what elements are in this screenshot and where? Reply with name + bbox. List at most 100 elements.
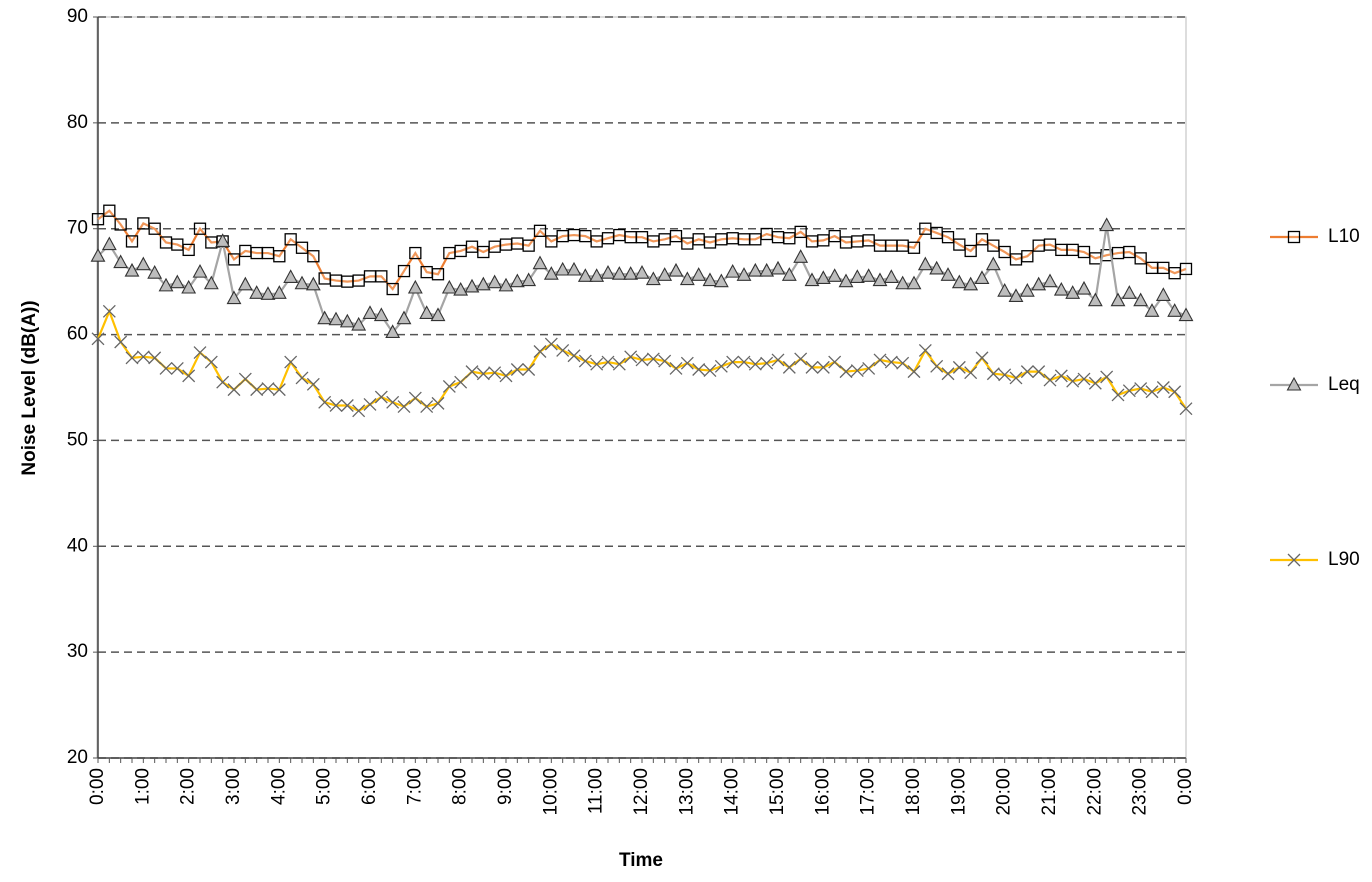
data-point [363,397,377,411]
data-point [250,383,264,397]
data-point [227,383,241,397]
data-point [113,254,129,269]
data-point [409,246,422,260]
data-point [443,246,456,260]
data-point [1122,384,1136,398]
data-point [658,233,671,246]
data-point [601,355,615,369]
data-point [726,232,739,245]
x-tick-label: 14:00 [722,768,743,816]
data-point [759,262,775,277]
data-point [431,396,445,410]
y-tick-label: 20 [67,747,88,768]
data-point [1055,243,1068,257]
data-point [1168,385,1182,399]
data-point [815,270,831,285]
data-point [850,364,864,378]
data-point [329,274,343,287]
data-point [645,271,661,286]
data-point [737,355,751,369]
data-point [987,239,1000,252]
x-tick-label: 0:00 [1175,768,1196,805]
data-point [634,265,650,279]
data-point [215,233,231,247]
data-point [499,369,513,383]
data-point [1167,303,1183,317]
data-point [680,356,694,370]
data-point [545,235,558,248]
legend-label: L90 [1328,549,1360,570]
data-point [272,383,286,397]
data-point [171,238,184,251]
data-point [238,372,252,386]
data-point [737,233,751,246]
data-point [805,360,819,374]
data-point [941,367,955,381]
data-point [714,359,728,373]
data-point [771,231,785,244]
data-point [1133,292,1149,307]
data-point [271,285,287,299]
data-point [906,275,922,290]
data-point [454,375,468,389]
data-point [613,228,626,242]
plot-frame [96,16,1187,759]
data-point [646,352,660,366]
data-point [341,275,354,288]
data-point [590,235,603,248]
data-point [203,275,219,290]
data-point [1066,374,1080,388]
data-point [1043,238,1057,251]
legend-marker [1286,376,1302,391]
data-point [851,235,864,248]
data-point [567,228,581,242]
data-point [817,234,830,247]
data-point [713,273,729,288]
data-point [408,391,422,405]
data-point [430,307,446,322]
data-point [1077,245,1091,259]
data-point [192,263,208,278]
data-point [985,256,1001,271]
data-point [543,266,559,280]
data-point [386,395,400,409]
data-point [318,272,331,285]
data-point [318,395,332,409]
data-point [193,346,207,360]
data-point [249,285,265,299]
data-point [669,361,683,375]
data-point [465,240,479,253]
data-point [147,265,163,279]
data-point [941,231,955,244]
data-point [532,255,548,270]
data-point [783,232,796,245]
data-point [182,243,195,257]
data-point [715,233,728,246]
data-point [261,382,275,396]
data-point [907,365,921,379]
data-point [374,390,388,404]
data-point [794,352,808,366]
data-point [420,400,434,414]
data-point [635,353,649,367]
data-point [1144,303,1160,317]
data-point [284,355,298,369]
data-point [1179,402,1193,416]
data-point [216,375,230,389]
data-point [624,350,638,364]
data-point [476,367,490,381]
x-tick-label: 21:00 [1039,768,1060,816]
x-tick-label: 4:00 [268,768,289,805]
data-point [975,233,989,246]
data-point [590,357,604,371]
x-tick-label: 1:00 [132,768,153,805]
x-axis-title: Time [619,850,663,871]
data-point [895,275,911,290]
data-point [102,304,116,318]
data-point [533,224,547,237]
data-point [760,356,774,370]
data-point [125,235,139,248]
data-point [397,400,411,414]
data-point [340,399,354,412]
data-point [600,265,616,279]
